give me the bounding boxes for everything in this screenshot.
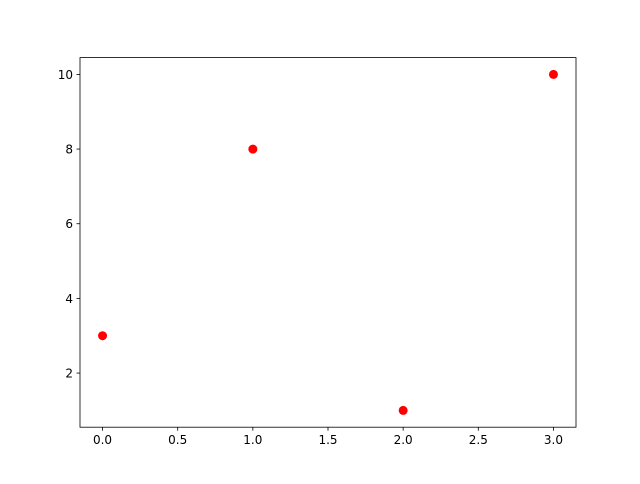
data-points	[98, 69, 558, 415]
data-point	[98, 331, 108, 341]
x-axis: 0.0 0.5 1.0 1.5 2.0 2.5 3.0	[93, 427, 563, 447]
x-tick-label: 2.0	[394, 433, 413, 447]
data-point	[398, 405, 408, 415]
y-tick-label: 10	[58, 68, 73, 82]
y-tick-label: 6	[65, 217, 73, 231]
data-point	[548, 69, 558, 79]
x-tick-label: 1.0	[243, 433, 262, 447]
x-tick-label: 0.5	[168, 433, 187, 447]
plot-area	[79, 57, 577, 428]
x-tick-label: 1.5	[318, 433, 337, 447]
y-tick-label: 4	[65, 292, 73, 306]
y-axis: 2 4 6 8 10	[58, 68, 80, 381]
data-point	[248, 144, 258, 154]
y-tick-label: 2	[65, 367, 73, 381]
x-tick-label: 2.5	[469, 433, 488, 447]
x-tick-label: 3.0	[544, 433, 563, 447]
x-tick-label: 0.0	[93, 433, 112, 447]
y-tick-label: 8	[65, 143, 73, 157]
